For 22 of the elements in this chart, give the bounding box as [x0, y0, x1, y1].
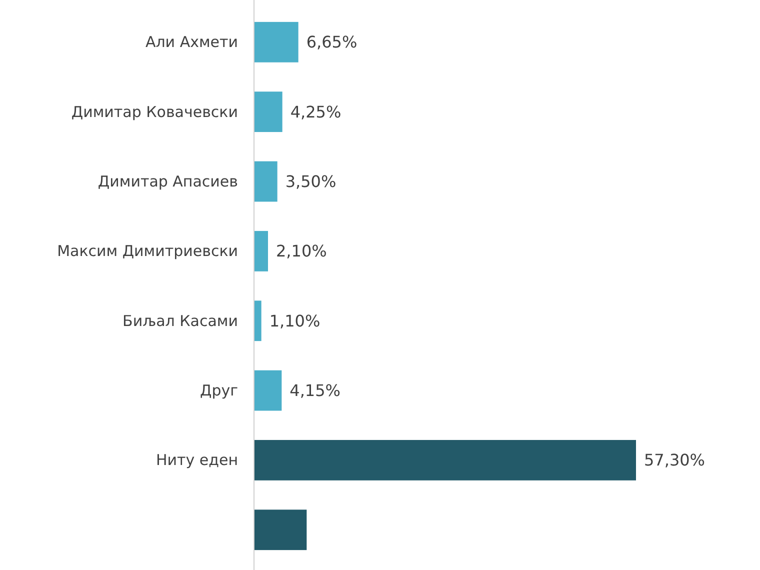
bar: [254, 230, 268, 272]
data-label: 4,15%: [290, 381, 340, 400]
y-tick-label: Димитар Апасиев: [98, 172, 238, 190]
data-label: 57,30%: [644, 450, 706, 470]
bar: [254, 440, 636, 480]
y-tick-label: Али Ахмети: [145, 33, 238, 52]
bar: [254, 300, 262, 342]
y-tick-label: Ниту еден: [156, 451, 238, 470]
y-tick-label: Друг: [200, 382, 238, 400]
data-label: 4,25%: [290, 102, 342, 122]
bar: [254, 92, 282, 132]
data-label: 3,50%: [285, 172, 336, 191]
y-tick-label: Биљал Касами: [122, 312, 238, 330]
data-label: 2,10%: [276, 242, 327, 261]
data-label: 1,10%: [269, 311, 320, 330]
y-tick-label: Димитар Ковачевски: [71, 102, 238, 121]
bar: [254, 161, 278, 202]
data-label: 6,65%: [306, 32, 358, 52]
bar: [254, 510, 307, 550]
y-tick-label: Максим Димитриевски: [57, 242, 238, 260]
bar: [254, 22, 298, 62]
bar: [254, 370, 282, 411]
